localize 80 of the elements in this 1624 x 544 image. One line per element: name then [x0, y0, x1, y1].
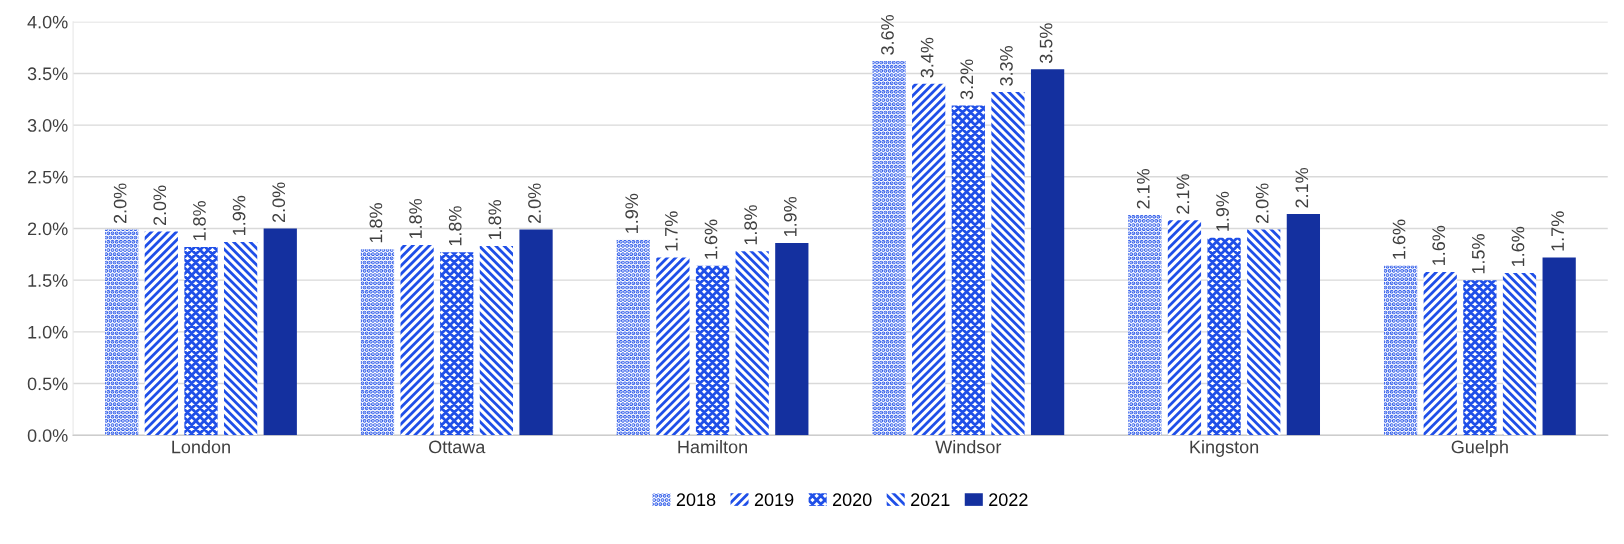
data-label: 1.9%	[625, 193, 639, 233]
bar	[1128, 215, 1162, 436]
bar	[1167, 220, 1202, 436]
data-label: 2.1%	[1295, 167, 1309, 208]
data-label: 1.6%	[1432, 225, 1446, 265]
x-tick-label: Ottawa	[429, 440, 486, 454]
data-label: 1.8%	[744, 205, 758, 245]
data-label: 3.4%	[920, 37, 934, 78]
bar	[519, 229, 553, 436]
bar	[400, 245, 434, 436]
bar	[1030, 69, 1065, 436]
bar	[263, 228, 297, 436]
x-tick-label: London	[172, 440, 230, 454]
bar	[1502, 272, 1537, 436]
data-label: 1.6%	[1392, 219, 1406, 259]
data-label: 1.8%	[193, 201, 206, 241]
bar	[695, 265, 730, 436]
legend-label: 2021	[911, 493, 950, 507]
data-label: 2.0%	[153, 185, 167, 226]
data-label: 1.9%	[783, 196, 797, 237]
data-label: 1.7%	[1551, 211, 1564, 251]
x-tick-label: Windsor	[935, 440, 1002, 454]
bar	[105, 229, 139, 436]
bar	[1463, 280, 1497, 436]
bar	[184, 247, 218, 436]
y-tick-label: 0.5%	[27, 377, 68, 391]
y-tick-label: 1.5%	[28, 274, 68, 287]
y-tick-label: 1.0%	[28, 325, 68, 339]
bar	[616, 239, 650, 436]
x-tick-label: Guelph	[1451, 440, 1508, 457]
y-tick-label: 3.5%	[27, 67, 68, 81]
bar	[1207, 237, 1241, 436]
x-tick-label: Kingston	[1190, 440, 1259, 457]
data-label: 1.5%	[1472, 234, 1485, 274]
data-label: 2.0%	[528, 183, 541, 224]
bar	[1286, 214, 1321, 436]
y-tick-label: 4.0%	[27, 15, 68, 29]
data-label: 1.8%	[369, 203, 383, 243]
data-label: 1.8%	[409, 198, 422, 239]
legend-label: 2019	[754, 493, 794, 507]
data-label: 1.9%	[232, 195, 246, 235]
data-label: 1.9%	[1216, 191, 1229, 231]
bar	[440, 252, 474, 436]
bar	[735, 251, 769, 436]
data-label: 1.8%	[488, 199, 502, 240]
data-label: 2.0%	[1255, 183, 1269, 224]
data-label: 1.7%	[665, 211, 678, 251]
bar	[1542, 257, 1576, 436]
bar	[775, 242, 809, 436]
data-label: 2.0%	[113, 183, 127, 224]
data-label: 2.1%	[1136, 168, 1150, 209]
data-label: 2.1%	[1176, 174, 1190, 214]
y-tick-label: 3.0%	[27, 119, 68, 132]
data-label: 2.0%	[272, 182, 286, 223]
bar	[1423, 271, 1457, 436]
bar	[872, 61, 906, 436]
data-label: 3.2%	[960, 59, 974, 100]
data-label: 1.6%	[1511, 226, 1525, 266]
y-tick-label: 2.0%	[27, 222, 68, 236]
legend-label: 2020	[832, 493, 872, 507]
data-label: 3.6%	[881, 14, 894, 55]
data-label: 3.3%	[1000, 45, 1013, 86]
legend-label: 2022	[989, 493, 1028, 507]
data-label: 1.6%	[704, 219, 718, 259]
bar	[144, 231, 178, 436]
bar	[1247, 229, 1281, 436]
bar	[951, 105, 985, 436]
legend-label: 2018	[676, 493, 716, 507]
x-tick-label: Hamilton	[678, 440, 747, 454]
data-label: 1.8%	[448, 206, 462, 246]
bar	[1383, 265, 1418, 436]
bar	[479, 246, 514, 436]
y-tick-label: 2.5%	[27, 170, 68, 184]
bar	[912, 83, 946, 436]
bar	[991, 92, 1025, 436]
data-label: 3.5%	[1039, 23, 1053, 64]
bar	[656, 257, 690, 436]
bar	[223, 241, 258, 436]
y-tick-label: 0.0%	[27, 429, 68, 442]
bar	[360, 249, 395, 436]
